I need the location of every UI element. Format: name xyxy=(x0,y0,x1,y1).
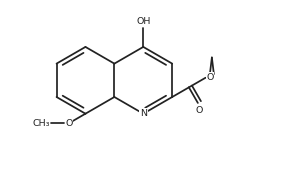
Text: N: N xyxy=(140,109,147,118)
Text: O: O xyxy=(65,119,72,128)
Text: CH₃: CH₃ xyxy=(32,119,49,128)
Text: OH: OH xyxy=(136,17,151,26)
Text: O: O xyxy=(206,73,214,82)
Text: O: O xyxy=(196,106,203,114)
